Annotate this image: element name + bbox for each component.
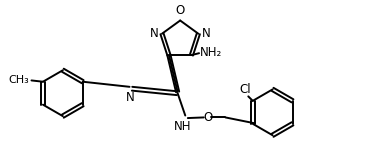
Text: Cl: Cl: [239, 83, 251, 96]
Text: O: O: [175, 4, 185, 17]
Text: NH₂: NH₂: [200, 46, 223, 59]
Text: O: O: [203, 111, 212, 124]
Text: N: N: [149, 27, 158, 40]
Text: N: N: [126, 91, 135, 104]
Text: N: N: [202, 27, 211, 40]
Text: NH: NH: [174, 120, 191, 133]
Text: CH₃: CH₃: [8, 75, 29, 86]
